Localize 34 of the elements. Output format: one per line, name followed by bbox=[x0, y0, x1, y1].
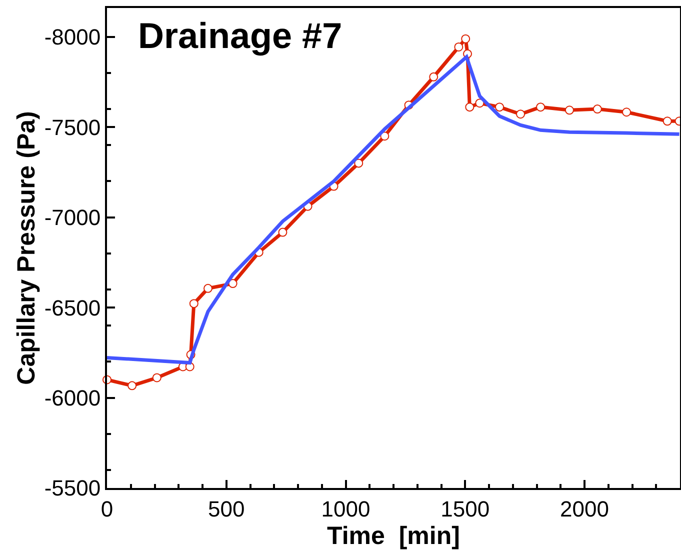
point bbox=[564, 106, 574, 115]
point bbox=[495, 102, 504, 112]
point bbox=[278, 228, 288, 237]
x-axis-title: Time [min] bbox=[327, 522, 460, 550]
y-tick-label: -6500 bbox=[44, 295, 101, 320]
x-tick-label: 1500 bbox=[440, 496, 490, 522]
y-tick-label: -5500 bbox=[44, 476, 101, 501]
y-tick-label: -6000 bbox=[44, 385, 101, 410]
point bbox=[536, 102, 546, 112]
point bbox=[516, 110, 526, 119]
point bbox=[128, 381, 137, 390]
x-tick-label: 0 bbox=[100, 496, 114, 522]
y-tick-label: -7000 bbox=[44, 205, 101, 230]
y-axis-title: Capillary Pressure (Pa) bbox=[12, 111, 41, 385]
point bbox=[592, 104, 602, 114]
point bbox=[461, 34, 470, 44]
x-tick-label: 1000 bbox=[321, 496, 370, 522]
point bbox=[454, 42, 464, 52]
point bbox=[189, 299, 198, 308]
point bbox=[380, 132, 390, 141]
point bbox=[662, 116, 672, 126]
point bbox=[354, 158, 364, 168]
y-tick-label: -8000 bbox=[44, 24, 101, 50]
point bbox=[429, 72, 438, 82]
point bbox=[465, 102, 474, 112]
chart-title: Drainage #7 bbox=[138, 15, 342, 56]
x-tick-label: 2000 bbox=[560, 496, 609, 522]
x-tick-label: 500 bbox=[208, 496, 245, 522]
point bbox=[475, 98, 484, 108]
y-tick-label: -7500 bbox=[44, 114, 101, 140]
point bbox=[203, 284, 212, 293]
point bbox=[622, 108, 632, 117]
point bbox=[228, 279, 238, 288]
point bbox=[152, 373, 162, 382]
